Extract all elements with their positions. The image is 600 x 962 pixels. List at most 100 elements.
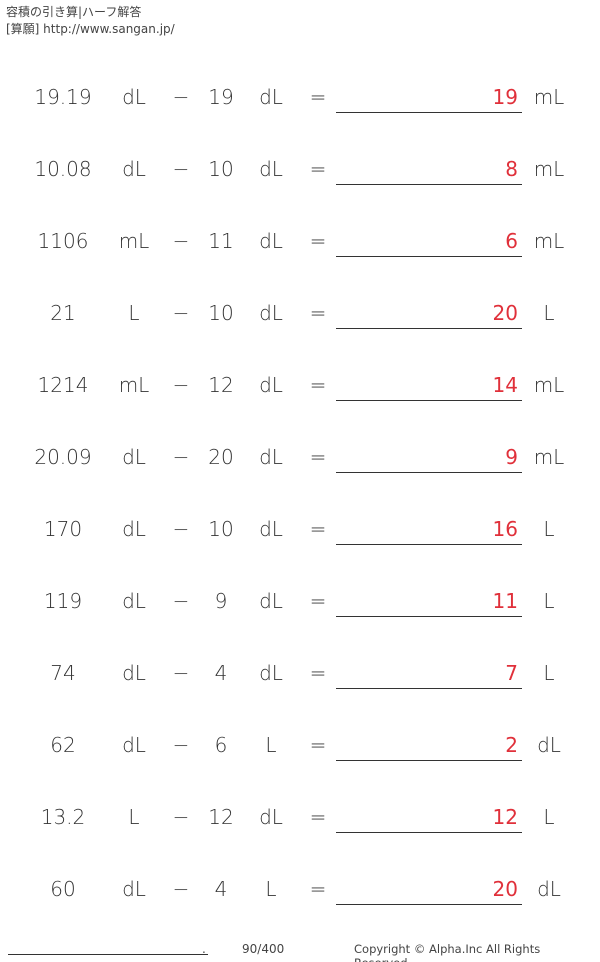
minuend-unit: dL [122, 877, 146, 901]
equals-sign: = [309, 589, 327, 613]
subtrahend-unit: L [265, 733, 277, 757]
subtrahend: 10 [208, 517, 234, 541]
minus-sign: − [172, 445, 190, 469]
subtrahend-unit: dL [259, 445, 283, 469]
minuend: 60 [50, 877, 76, 901]
minuend-unit: mL [118, 373, 150, 397]
subtrahend-unit: dL [259, 589, 283, 613]
subtrahend-unit: dL [259, 85, 283, 109]
subtrahend-unit: dL [259, 301, 283, 325]
answer-field: 8 [336, 154, 522, 185]
answer-unit: L [543, 301, 555, 325]
name-line [8, 942, 208, 955]
minuend: 20.09 [34, 445, 92, 469]
problem-row: 60 dL − 4 L = 20 dL [0, 874, 600, 905]
minuend: 10.08 [34, 157, 92, 181]
problem-row: 19.19 dL − 19 dL = 19 mL [0, 82, 600, 113]
equals-sign: = [309, 445, 327, 469]
answer-field: 14 [336, 370, 522, 401]
subtrahend-unit: dL [259, 373, 283, 397]
equals-sign: = [309, 805, 327, 829]
answer-field: 7 [336, 658, 522, 689]
minus-sign: − [172, 805, 190, 829]
minuend-unit: dL [122, 157, 146, 181]
minus-sign: − [172, 733, 190, 757]
minus-sign: − [172, 301, 190, 325]
problem-row: 74 dL − 4 dL = 7 L [0, 658, 600, 689]
answer-field: 2 [336, 730, 522, 761]
answer-unit: mL [533, 85, 565, 109]
equals-sign: = [309, 229, 327, 253]
answer-field: 9 [336, 442, 522, 473]
minuend: 19.19 [34, 85, 92, 109]
minuend-unit: dL [122, 733, 146, 757]
answer-unit: L [543, 589, 555, 613]
subtrahend: 11 [208, 229, 234, 253]
problem-row: 21 L − 10 dL = 20 L [0, 298, 600, 329]
minuend-unit: mL [118, 229, 150, 253]
answer-unit: dL [537, 877, 561, 901]
minus-sign: − [172, 373, 190, 397]
equals-sign: = [309, 301, 327, 325]
answer-unit: mL [533, 445, 565, 469]
answer-value: 7 [505, 661, 518, 685]
answer-value: 20 [492, 301, 518, 325]
answer-value: 19 [492, 85, 518, 109]
answer-unit: L [543, 517, 555, 541]
equals-sign: = [309, 877, 327, 901]
subtrahend: 20 [208, 445, 234, 469]
answer-value: 16 [492, 517, 518, 541]
answer-value: 8 [505, 157, 518, 181]
answer-unit: dL [537, 733, 561, 757]
subtrahend-unit: L [265, 877, 277, 901]
answer-value: 9 [505, 445, 518, 469]
subtrahend-unit: dL [259, 805, 283, 829]
answer-unit: mL [533, 229, 565, 253]
minus-sign: − [172, 85, 190, 109]
minuend: 119 [43, 589, 83, 613]
worksheet-title: 容積の引き算|ハーフ解答 [6, 5, 142, 19]
site-link[interactable]: [算願] http://www.sangan.jp/ [6, 22, 175, 36]
subtrahend: 10 [208, 301, 234, 325]
subtrahend: 9 [214, 589, 228, 613]
subtrahend: 12 [208, 373, 234, 397]
problem-row: 119 dL − 9 dL = 11 L [0, 586, 600, 617]
minuend: 74 [50, 661, 76, 685]
minuend: 21 [50, 301, 76, 325]
answer-value: 11 [492, 589, 518, 613]
subtrahend-unit: dL [259, 229, 283, 253]
answer-field: 12 [336, 802, 522, 833]
minus-sign: − [172, 661, 190, 685]
minuend: 1214 [37, 373, 89, 397]
minuend-unit: dL [122, 445, 146, 469]
subtrahend-unit: dL [259, 157, 283, 181]
problem-row: 1106 mL − 11 dL = 6 mL [0, 226, 600, 257]
minuend: 13.2 [40, 805, 86, 829]
answer-value: 6 [505, 229, 518, 253]
equals-sign: = [309, 661, 327, 685]
equals-sign: = [309, 373, 327, 397]
subtrahend: 19 [208, 85, 234, 109]
minuend-unit: L [128, 805, 140, 829]
problem-row: 10.08 dL − 10 dL = 8 mL [0, 154, 600, 185]
answer-value: 14 [492, 373, 518, 397]
subtrahend: 4 [214, 877, 228, 901]
subtrahend-unit: dL [259, 661, 283, 685]
minus-sign: − [172, 517, 190, 541]
equals-sign: = [309, 157, 327, 181]
equals-sign: = [309, 733, 327, 757]
page-number: 90/400 [242, 942, 285, 956]
subtrahend: 4 [214, 661, 228, 685]
answer-unit: L [543, 661, 555, 685]
equals-sign: = [309, 85, 327, 109]
problem-row: 20.09 dL − 20 dL = 9 mL [0, 442, 600, 473]
subtrahend: 12 [208, 805, 234, 829]
problem-row: 1214 mL − 12 dL = 14 mL [0, 370, 600, 401]
minus-sign: − [172, 229, 190, 253]
answer-field: 11 [336, 586, 522, 617]
answer-unit: mL [533, 373, 565, 397]
minuend: 1106 [37, 229, 89, 253]
minuend: 170 [43, 517, 83, 541]
minus-sign: − [172, 157, 190, 181]
